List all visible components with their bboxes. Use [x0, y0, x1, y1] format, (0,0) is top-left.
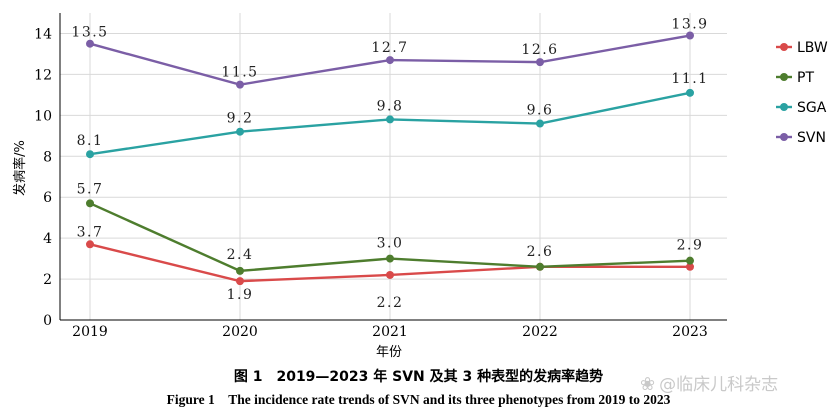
y-tick-label: 4 [43, 231, 52, 247]
data-point-svn [236, 80, 244, 89]
data-point-pt [686, 256, 694, 265]
data-label: 13.5 [71, 25, 108, 41]
data-label: 9.6 [527, 103, 554, 119]
data-label: 2.4 [227, 247, 254, 263]
y-tick-label: 14 [34, 26, 52, 42]
data-label: 2.2 [377, 295, 404, 311]
axes: 0 2 4 6 8 10 12 14 2019 2020 2021 2022 2023 [34, 13, 727, 340]
data-point-pt [86, 199, 94, 208]
legend-label-lbw: LBW [797, 40, 828, 56]
figure-caption-english: Figure 1 The incidence rate trends of SV… [166, 392, 671, 407]
y-tick-label: 10 [34, 108, 52, 124]
x-tick-label: 2021 [372, 324, 408, 340]
x-tick-label: 2019 [72, 324, 108, 340]
watermark-text: @临床儿科杂志 [659, 375, 779, 395]
data-point-sga [536, 119, 544, 128]
legend: LBW PT SGA SVN [776, 40, 828, 146]
data-point-svn [686, 31, 694, 40]
data-label: 12.7 [371, 40, 408, 56]
data-point-lbw [236, 277, 244, 286]
data-label: 3.0 [377, 236, 404, 252]
data-point-svn [86, 39, 94, 48]
y-axis-label: 发病率/% [12, 140, 28, 196]
data-point-sga [86, 150, 94, 159]
y-tick-label: 8 [43, 149, 52, 165]
data-label: 12.6 [521, 42, 558, 58]
legend-swatch-marker [780, 103, 788, 111]
line-chart: 0 2 4 6 8 10 12 14 2019 2020 2021 2022 2023 3.7 1.9 2.… [12, 13, 828, 360]
legend-label-sga: SGA [797, 100, 827, 116]
data-label: 8.1 [77, 133, 104, 149]
y-tick-label: 0 [43, 313, 52, 329]
weibo-icon: ❀ [640, 374, 656, 395]
series-lines [86, 31, 694, 286]
legend-label-svn: SVN [797, 130, 826, 146]
data-label: 13.9 [671, 17, 708, 33]
data-labels: 3.7 1.9 2.2 5.7 2.4 3.0 2.6 2.9 8.1 9.2 9.8 9.6 11.1… [71, 17, 708, 311]
data-point-sga [236, 127, 244, 136]
data-label: 11.1 [671, 71, 708, 87]
watermark: ❀ @临床儿科杂志 [640, 370, 778, 395]
data-label: 2.9 [677, 238, 704, 254]
data-label: 11.5 [221, 65, 258, 81]
data-point-pt [386, 254, 394, 263]
y-tick-label: 6 [43, 190, 52, 206]
data-label: 3.7 [77, 224, 104, 240]
data-point-lbw [386, 270, 394, 279]
y-tick-label: 12 [34, 67, 52, 83]
y-tick-label: 2 [43, 272, 52, 288]
data-point-pt [236, 266, 244, 275]
figure-caption-chinese: 图 1 2019—2023 年 SVN 及其 3 种表型的发病率趋势 [233, 369, 604, 385]
legend-label-pt: PT [797, 70, 814, 86]
data-label: 9.8 [377, 98, 404, 114]
data-label: 2.6 [527, 244, 554, 260]
legend-swatch-marker [780, 133, 788, 141]
data-label: 9.2 [227, 111, 254, 127]
legend-swatch-marker [780, 43, 788, 51]
data-point-sga [686, 88, 694, 97]
data-point-sga [386, 115, 394, 124]
data-point-pt [536, 262, 544, 271]
data-point-svn [536, 58, 544, 67]
x-axis-label: 年份 [376, 345, 402, 360]
x-tick-label: 2020 [222, 324, 258, 340]
data-point-svn [386, 56, 394, 65]
data-label: 1.9 [227, 287, 254, 303]
legend-swatch-marker [780, 73, 788, 81]
data-label: 5.7 [77, 181, 104, 197]
x-tick-label: 2023 [672, 324, 708, 340]
data-point-lbw [686, 262, 694, 271]
x-tick-label: 2022 [522, 324, 558, 340]
data-point-lbw [86, 240, 94, 249]
